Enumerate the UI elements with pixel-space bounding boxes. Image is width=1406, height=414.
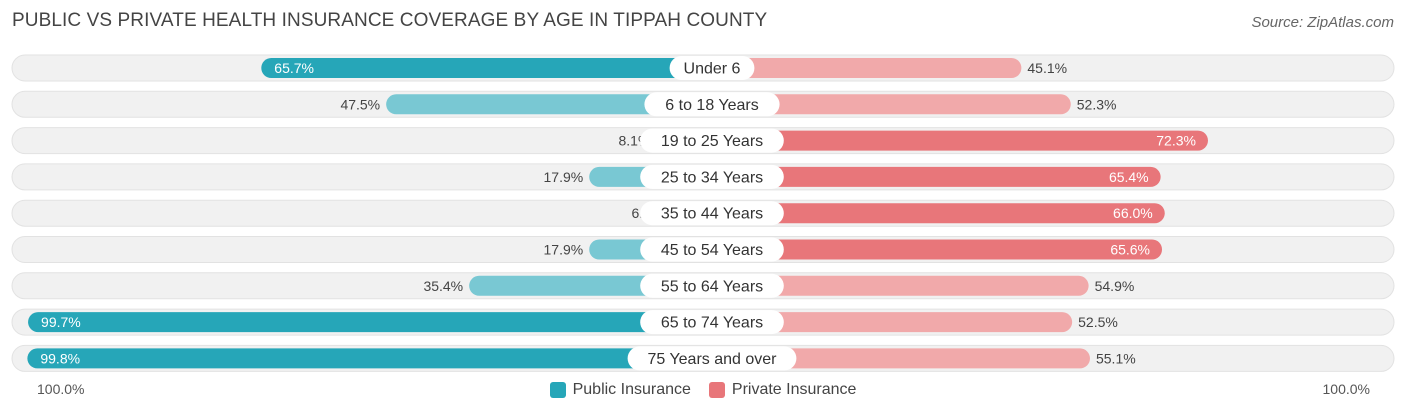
- value-label-public: 17.9%: [544, 242, 584, 258]
- category-label: 65 to 74 Years: [661, 315, 763, 332]
- bar-public: [28, 312, 713, 333]
- bar-public: [386, 94, 712, 115]
- legend-swatch-private: [708, 382, 725, 398]
- category-label: 45 to 54 Years: [661, 242, 763, 259]
- category-pill: [640, 273, 784, 298]
- value-label-public: 35.4%: [423, 278, 463, 294]
- value-label-public: 65.7%: [274, 60, 314, 76]
- value-label-private: 45.1%: [1027, 60, 1067, 76]
- bar-row: 65.7% 45.1% Under 6: [11, 54, 1395, 82]
- value-label-private: 66.0%: [1113, 205, 1153, 221]
- bar-public: [27, 348, 712, 369]
- legend: Public Insurance Private Insurance: [0, 378, 1406, 402]
- bar-public: [261, 58, 712, 78]
- bar-private: [712, 312, 1073, 333]
- category-pill: [640, 128, 784, 153]
- legend-label-public: Public Insurance: [572, 381, 691, 398]
- bar-row: 99.7% 52.5% 65 to 74 Years: [11, 308, 1395, 336]
- value-label-private: 55.1%: [1096, 350, 1136, 366]
- value-label-private: 54.9%: [1095, 278, 1135, 294]
- category-label: 19 to 25 Years: [661, 133, 763, 150]
- category-label: Under 6: [684, 61, 741, 78]
- category-pill: [640, 310, 784, 335]
- bar-row: 35.4% 54.9% 55 to 64 Years: [11, 272, 1395, 300]
- value-label-private: 65.6%: [1110, 242, 1150, 258]
- category-pill: [644, 92, 780, 117]
- legend-item-public[interactable]: Public Insurance: [549, 381, 691, 399]
- category-label: 75 Years and over: [648, 351, 778, 368]
- category-pill: [640, 201, 784, 226]
- category-pill: [627, 346, 797, 371]
- diverging-bar-chart: 65.7% 45.1% Under 6 47.5% 52.3% 6 to 18 Years…: [11, 54, 1395, 372]
- bar-row: 99.8% 55.1% 75 Years and over: [11, 344, 1395, 372]
- bar-private: [712, 166, 1161, 187]
- category-label: 55 to 64 Years: [661, 278, 763, 295]
- legend-item-private[interactable]: Private Insurance: [708, 381, 857, 399]
- legend-swatch-public: [549, 382, 566, 398]
- bar-private: [712, 239, 1163, 260]
- value-label-public: 17.9%: [544, 169, 584, 185]
- category-label: 6 to 18 Years: [665, 97, 758, 114]
- category-label: 35 to 44 Years: [661, 206, 763, 223]
- bar-private: [712, 348, 1090, 369]
- bar-private: [712, 203, 1165, 224]
- category-pill: [640, 164, 784, 189]
- legend-label-private: Private Insurance: [731, 381, 857, 398]
- bar-private: [712, 275, 1089, 296]
- value-label-private: 52.3%: [1077, 96, 1117, 112]
- category-pill: [669, 56, 755, 80]
- category-label: 25 to 34 Years: [661, 169, 763, 186]
- bar-row: 17.9% 65.4% 25 to 34 Years: [11, 163, 1395, 191]
- bar-row: 47.5% 52.3% 6 to 18 Years: [11, 90, 1395, 118]
- bar-private: [712, 94, 1071, 115]
- bar-row: 17.9% 65.6% 45 to 54 Years: [11, 236, 1395, 263]
- value-label-public: 99.7%: [41, 314, 81, 330]
- bar-row: 8.1% 72.3%19 to 25 Years: [11, 127, 1395, 155]
- axis-label-right: 100.0%: [1322, 381, 1370, 397]
- axis-label-left: 100.0%: [37, 381, 85, 397]
- value-label-private: 52.5%: [1078, 314, 1118, 330]
- value-label-private: 65.4%: [1109, 169, 1149, 185]
- value-label-public: 99.8%: [40, 350, 80, 366]
- value-label-public: 47.5%: [340, 96, 380, 112]
- chart-title: PUBLIC VS PRIVATE HEALTH INSURANCE COVER…: [12, 10, 768, 31]
- category-pill: [640, 237, 784, 262]
- bar-private: [712, 130, 1208, 151]
- value-label-private: 72.3%: [1156, 133, 1196, 149]
- bar-private: [712, 58, 1022, 78]
- source-label: Source: ZipAtlas.com: [1251, 14, 1394, 31]
- bar-row: 6.2%66.0%35 to 44 Years: [11, 199, 1395, 227]
